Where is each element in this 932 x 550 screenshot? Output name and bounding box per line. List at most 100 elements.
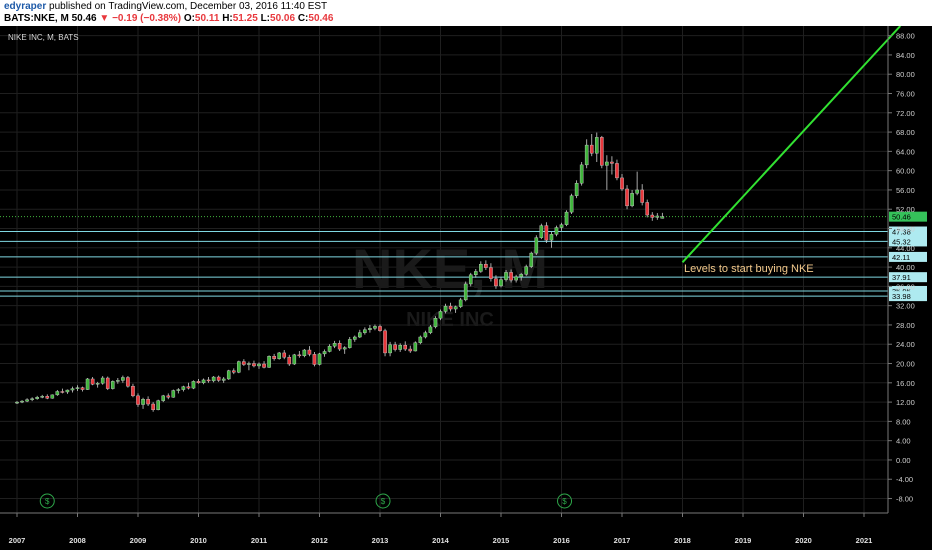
x-tick-label: 2019	[735, 536, 752, 545]
candle-body	[85, 378, 90, 390]
candle-body	[529, 252, 534, 267]
price-axis[interactable]: -8.00 -4.00 0.00 4.00 8.00 12.00 16.00 20.00 24.…	[887, 26, 915, 513]
ticker: BATS:NKE, M	[4, 13, 69, 24]
candle-body	[352, 336, 357, 340]
candle-body	[625, 188, 629, 207]
candle-body	[307, 349, 312, 355]
watermark-layer: NKE, M NIKE INC	[352, 237, 548, 331]
candle-body	[75, 387, 80, 389]
candle-body	[15, 401, 19, 404]
candle-body	[191, 381, 196, 389]
y-tick-label: 72.00	[896, 109, 915, 118]
x-tick-label: 2010	[190, 536, 207, 545]
y-tick-label: 12.00	[896, 398, 915, 407]
candle-body	[141, 399, 145, 405]
candle-body	[65, 389, 70, 393]
candle-body	[322, 351, 327, 355]
y-tick-label: -4.00	[896, 475, 913, 484]
y-tick-label: 48.00	[896, 225, 915, 234]
candle-body	[458, 299, 463, 307]
candle-body	[499, 279, 503, 287]
candle-body	[453, 306, 458, 310]
candle-body	[231, 370, 236, 373]
x-tick-label: 2014	[432, 536, 450, 545]
candle-body	[237, 361, 241, 373]
candle-body	[368, 328, 372, 330]
candle-body	[489, 267, 493, 279]
candle-body	[161, 395, 166, 401]
candle-body	[544, 225, 549, 241]
candle-body	[620, 177, 624, 190]
candle-body	[55, 391, 60, 396]
candle-body	[600, 137, 604, 166]
candle-body	[292, 354, 297, 365]
trend-line	[681, 26, 902, 263]
candle-body	[287, 357, 292, 365]
candle-body	[267, 356, 271, 368]
author-link[interactable]: edyraper	[4, 1, 47, 12]
candle-body	[408, 348, 413, 352]
candle-body	[463, 283, 468, 301]
x-tick-label: 2011	[251, 536, 267, 545]
open-value: 50.11	[194, 13, 220, 24]
candle-body	[317, 353, 322, 365]
level-tag	[889, 236, 927, 247]
candle-body	[524, 266, 529, 275]
candle-body	[257, 363, 261, 367]
y-tick-label: 80.00	[896, 70, 915, 79]
level-tag-label: 42.11	[892, 253, 910, 262]
low-label: L:	[260, 13, 271, 24]
dividend-marker	[375, 493, 391, 509]
x-tick-label: 2018	[674, 536, 691, 545]
x-tick-label: 2020	[795, 536, 812, 545]
candle-body	[635, 189, 639, 194]
dividend-marker	[39, 493, 55, 509]
publish-info: edyraper published on TradingView.com, D…	[4, 1, 327, 13]
candle-body	[302, 349, 307, 357]
y-tick-label: 36.00	[896, 282, 915, 291]
candle-body	[539, 225, 544, 238]
candle-body	[554, 227, 559, 235]
candle-body	[393, 344, 397, 350]
candle-body	[262, 363, 266, 368]
candle-body	[433, 318, 438, 328]
candle-body	[216, 376, 221, 381]
level-tag-label: 45.32	[892, 237, 911, 246]
candle-body	[388, 344, 392, 354]
candle-body	[206, 379, 211, 382]
candle-body	[50, 394, 55, 399]
candle-body	[484, 263, 488, 268]
candle-body	[242, 361, 246, 365]
x-tick-label: 2009	[130, 536, 147, 545]
candle-body	[45, 396, 50, 399]
candle-body	[252, 363, 256, 367]
dividend-marker	[557, 493, 573, 509]
candle-body	[423, 332, 428, 338]
candle-body	[110, 381, 115, 389]
x-tick-label: 2016	[553, 536, 570, 545]
candle-body	[166, 395, 171, 398]
y-tick-label: 88.00	[896, 32, 915, 41]
candle-body	[615, 163, 619, 179]
time-axis[interactable]: 2007 2008 2009 2010 2011 2012 2013 2014 2015 2016…	[0, 512, 888, 545]
y-tick-label: 76.00	[896, 90, 915, 99]
symbol-label: NIKE INC, M, BATS	[8, 33, 79, 42]
candle-body	[650, 214, 655, 218]
candle-body	[448, 305, 453, 310]
candle-body	[282, 352, 287, 358]
chart-canvas[interactable]: NKE, M NIKE INC 47.3845.3242.1137.9135.0…	[0, 26, 932, 550]
candle-body	[640, 189, 644, 203]
grid-layer	[0, 26, 888, 513]
candle-body	[201, 379, 206, 384]
candle-body	[131, 385, 135, 397]
x-tick-label: 2012	[311, 536, 328, 545]
y-tick-label: 4.00	[896, 437, 911, 446]
candle-body	[605, 161, 609, 166]
candle-body	[337, 343, 342, 350]
x-tick-label: 2021	[856, 536, 873, 545]
candle-body	[80, 387, 85, 390]
candle-body	[569, 195, 574, 213]
candle-body	[40, 396, 45, 398]
candle-body	[594, 137, 599, 154]
price-chart[interactable]: NKE, M NIKE INC 47.3845.3242.1137.9135.0…	[0, 26, 932, 550]
